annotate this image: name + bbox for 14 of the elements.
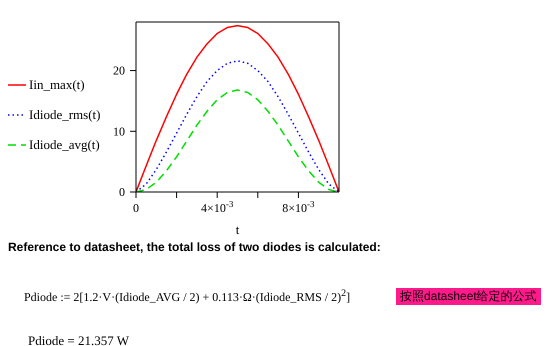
- y-tick-label: 20: [113, 64, 125, 78]
- text: Pdiode = 21.357 W: [28, 333, 129, 346]
- text: 按照datasheet给定的公式: [396, 288, 541, 305]
- text: Reference to datasheet, the total loss of two diodes is calculated:: [8, 240, 381, 254]
- y-tick-label: 10: [113, 124, 125, 138]
- x-axis-title: t: [236, 222, 240, 237]
- x-tick-label: 0: [133, 201, 139, 215]
- legend-label: Idiode_avg(t): [29, 137, 100, 153]
- legend-label: Iin_max(t): [29, 77, 85, 93]
- legend-label: Idiode_rms(t): [29, 107, 100, 123]
- x-tick-label: 4×10$^{-3}$: [201, 199, 234, 215]
- text: Pdiode := 2[1.2·V·(Idiode_AVG / 2) + 0.113·Ω·(Idiode_RMS / 2)$^{2}$]: [24, 288, 350, 305]
- y-tick-label: 0: [119, 185, 125, 199]
- x-tick-label: 8×10$^{-3}$: [282, 199, 316, 215]
